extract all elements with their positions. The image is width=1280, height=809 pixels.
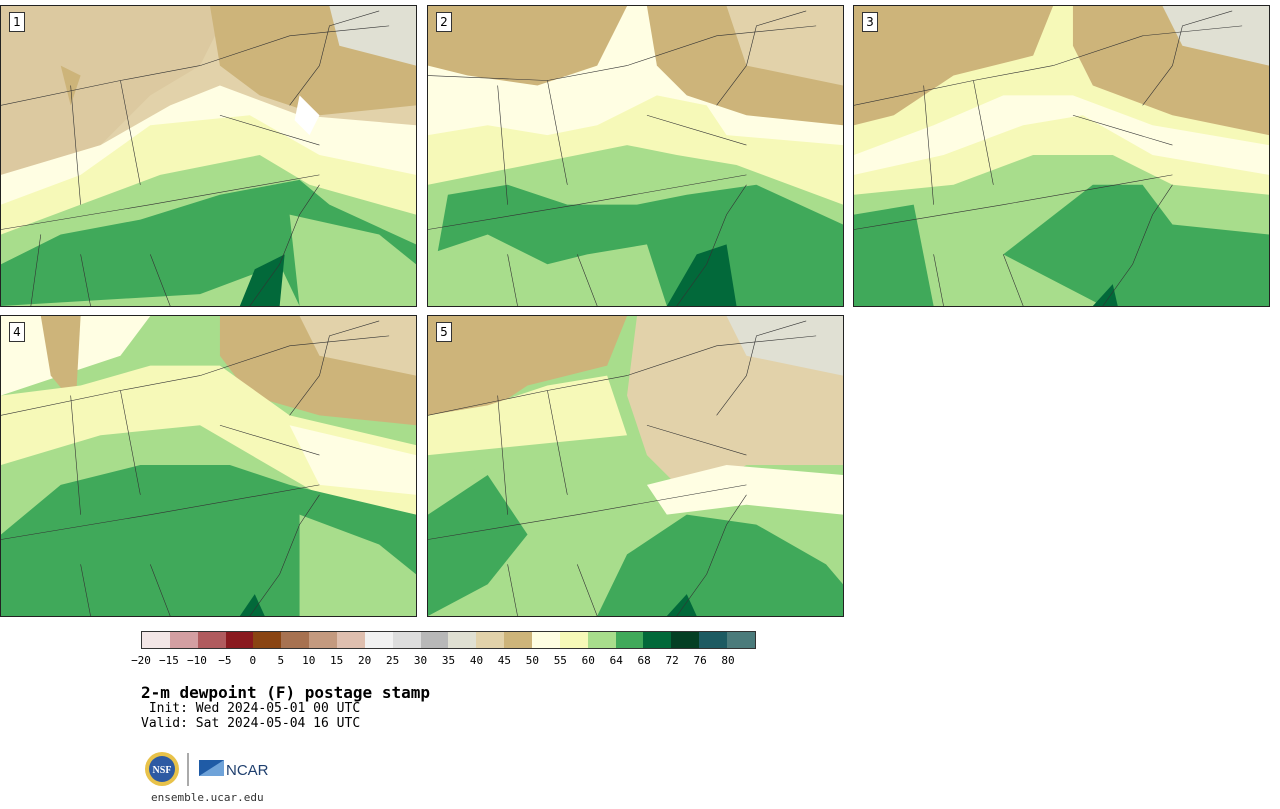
colorbar-tick-label: 20 <box>358 654 372 667</box>
panel-label: 3 <box>862 12 878 32</box>
colorbar-tick-label: 60 <box>581 654 595 667</box>
chart-title: 2-m dewpoint (F) postage stamp <box>141 683 430 702</box>
colorbar-tick-label: 0 <box>249 654 257 667</box>
panel-label: 1 <box>9 12 25 32</box>
dewpoint-map-4 <box>1 316 416 616</box>
logos: NSF NCAR <box>144 750 274 790</box>
panel-label: 5 <box>436 322 452 342</box>
colorbar-segment-17 <box>615 632 644 648</box>
map-panel-5: 5 <box>427 315 844 617</box>
nsf-logo-text: NSF <box>153 765 172 776</box>
colorbar-segment-11 <box>448 632 477 648</box>
colorbar-segment-13 <box>504 632 533 648</box>
colorbar-tick-label: 76 <box>693 654 707 667</box>
colorbar-tick-label: 55 <box>553 654 567 667</box>
colorbar-tick-label: 35 <box>441 654 456 667</box>
map-panel-2: 2 <box>427 5 844 307</box>
colorbar-tick-label: 50 <box>525 654 539 667</box>
dewpoint-map-5 <box>428 316 843 616</box>
map-panel-4: 4 <box>0 315 417 617</box>
colorbar-tick-label: 10 <box>302 654 316 667</box>
website-url: ensemble.ucar.edu <box>151 791 264 804</box>
colorbar-segment-8 <box>364 632 393 648</box>
colorbar-segment-7 <box>337 632 365 648</box>
ncar-logo: NCAR <box>199 760 269 779</box>
map-panel-3: 3 <box>853 5 1270 307</box>
init-time: Init: Wed 2024-05-01 00 UTC <box>141 701 361 716</box>
colorbar-segment-15 <box>559 632 588 648</box>
colorbar-tick-label: 25 <box>385 654 400 667</box>
colorbar-tick-label: 68 <box>637 654 651 667</box>
colorbar-tick-label: 45 <box>497 654 512 667</box>
colorbar-tick-label: 80 <box>721 654 735 667</box>
colorbar-segment-10 <box>420 632 449 648</box>
colorbar-tick-label: −20 <box>131 654 151 667</box>
colorbar-tick-label: 64 <box>609 654 623 667</box>
colorbar-segment-9 <box>392 632 421 648</box>
colorbar-tick-label: 30 <box>413 654 428 667</box>
colorbar-segment-0 <box>142 632 170 648</box>
colorbar-segment-16 <box>587 632 616 648</box>
colorbar-segment-19 <box>671 632 700 648</box>
panel-label: 4 <box>9 322 25 342</box>
colorbar-segment-4 <box>253 632 282 648</box>
ncar-logo-text: NCAR <box>226 762 269 779</box>
colorbar-segment-14 <box>532 632 560 648</box>
colorbar-tick-label: 72 <box>665 654 679 667</box>
panel-label: 2 <box>436 12 452 32</box>
colorbar-tick-label: 40 <box>469 654 484 667</box>
colorbar-tick-label: −5 <box>218 654 232 667</box>
colorbar-segment-6 <box>309 632 338 648</box>
colorbar-segment-21 <box>727 632 755 648</box>
colorbar-segment-1 <box>169 632 198 648</box>
colorbar-tick-label: −10 <box>186 654 207 667</box>
dewpoint-map-3 <box>854 6 1269 306</box>
dewpoint-map-2 <box>428 6 843 306</box>
dewpoint-map-1 <box>1 6 416 306</box>
valid-time: Valid: Sat 2024-05-04 16 UTC <box>141 716 361 731</box>
colorbar <box>141 631 756 649</box>
colorbar-segment-20 <box>699 632 728 648</box>
map-panel-1: 1 <box>0 5 417 307</box>
colorbar-tick-label: −15 <box>159 654 179 667</box>
colorbar-segment-3 <box>225 632 254 648</box>
colorbar-segment-5 <box>281 632 310 648</box>
colorbar-segment-18 <box>643 632 672 648</box>
colorbar-tick-label: 15 <box>330 654 344 667</box>
colorbar-segment-12 <box>476 632 505 648</box>
colorbar-segment-2 <box>197 632 226 648</box>
colorbar-tick-label: 5 <box>277 654 285 667</box>
nsf-logo: NSF <box>145 752 179 786</box>
